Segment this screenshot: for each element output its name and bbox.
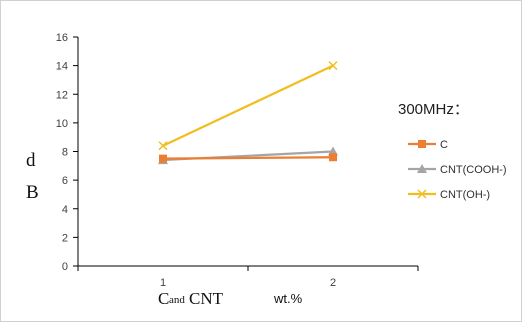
legend-label: CNT(COOH-) bbox=[440, 164, 507, 176]
x-axis-label-c: C bbox=[158, 289, 169, 308]
series-c bbox=[159, 153, 337, 163]
y-tick-label: 4 bbox=[62, 204, 68, 216]
x-axis-label-and: and bbox=[169, 294, 185, 306]
data-point bbox=[329, 153, 337, 162]
legend-marker bbox=[418, 140, 426, 148]
y-tick-label: 16 bbox=[56, 32, 68, 44]
x-axis-title: C and CNT wt.% bbox=[158, 289, 303, 308]
y-tick-label: 6 bbox=[62, 175, 68, 187]
data-point bbox=[159, 154, 167, 163]
legend-title: 300MHz： bbox=[398, 101, 469, 118]
y-axis-label-bottom: B bbox=[26, 182, 39, 203]
y-axis-label-top: d bbox=[26, 150, 36, 171]
legend: 300MHz： C CNT(COOH-) CNT(OH-) bbox=[398, 101, 507, 201]
legend-item: CNT(COOH-) bbox=[408, 164, 507, 176]
legend-marker bbox=[417, 164, 427, 173]
y-tick-label: 2 bbox=[62, 232, 68, 244]
y-tick-label: 0 bbox=[62, 261, 68, 273]
legend-item: C bbox=[408, 139, 448, 151]
legend-label: C bbox=[440, 139, 448, 151]
data-point bbox=[328, 61, 338, 71]
y-axis: 0 2 4 6 8 10 12 14 16 bbox=[56, 32, 79, 273]
legend-item: CNT(OH-) bbox=[408, 189, 490, 201]
y-tick-label: 8 bbox=[62, 147, 68, 159]
series-line bbox=[162, 64, 334, 147]
y-tick-label: 10 bbox=[56, 118, 68, 130]
series-layer bbox=[158, 61, 338, 165]
x-tick-label: 2 bbox=[330, 277, 336, 289]
data-point bbox=[158, 141, 168, 151]
x-tick-label: 1 bbox=[160, 277, 166, 289]
x-axis-label-cnt: CNT bbox=[189, 289, 224, 308]
series-cnt-cooh- bbox=[158, 146, 338, 165]
legend-marker bbox=[417, 189, 427, 199]
series-line bbox=[162, 156, 334, 160]
legend-label: CNT(OH-) bbox=[440, 189, 490, 201]
y-tick-label: 14 bbox=[56, 61, 68, 73]
y-tick-label: 12 bbox=[56, 89, 68, 101]
series-cnt-oh- bbox=[158, 61, 338, 151]
x-axis-label-unit: wt.% bbox=[273, 291, 303, 306]
